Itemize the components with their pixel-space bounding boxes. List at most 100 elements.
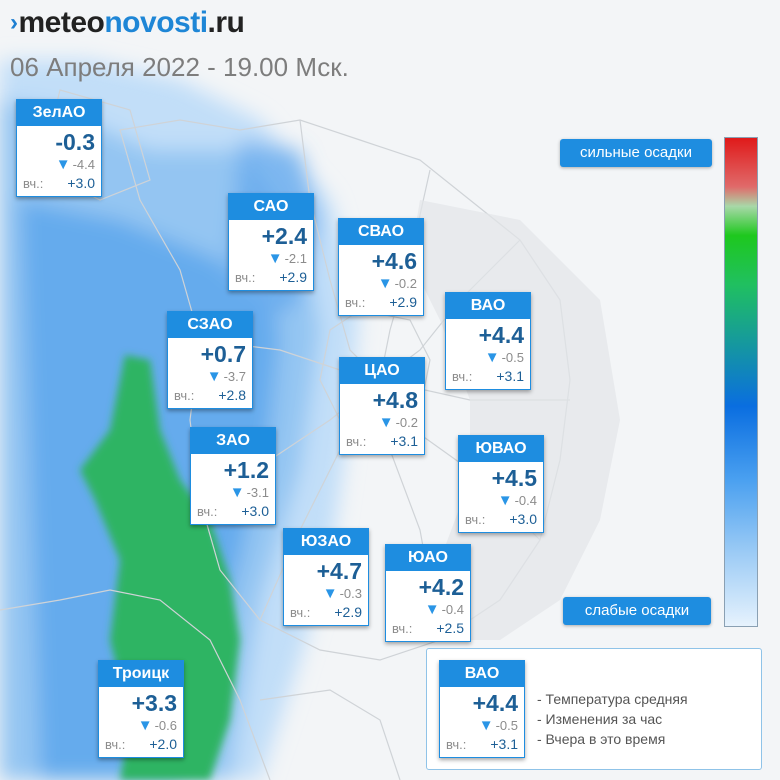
hourly-change: ▼ -0.4 — [425, 601, 464, 618]
yesterday-temperature: +3.0 — [67, 175, 95, 191]
site-logo[interactable]: ›meteonovosti.ru — [10, 6, 245, 40]
district-name: ЦАО — [340, 358, 424, 384]
yesterday-label: вч.: — [174, 388, 195, 403]
hourly-change: ▼ -2.1 — [268, 250, 307, 267]
hourly-change-value: -0.4 — [514, 493, 537, 508]
district-card-svao: СВАО +4.6 ▼ -0.2 вч.: +2.9 — [338, 218, 424, 316]
district-name: Троицк — [99, 661, 183, 687]
yesterday-label: вч.: — [446, 737, 467, 752]
logo-text-meteo: meteo — [18, 6, 105, 39]
down-triangle-icon: ▼ — [137, 717, 153, 734]
district-name: ВАО — [446, 293, 530, 319]
district-card-yuvao: ЮВАО +4.5 ▼ -0.4 вч.: +3.0 — [458, 435, 544, 533]
hourly-change: ▼ -0.6 — [138, 717, 177, 734]
average-temperature: +3.3 — [131, 690, 177, 716]
district-name: ЗелАО — [17, 100, 101, 126]
yesterday-label: вч.: — [235, 270, 256, 285]
district-card-yuao: ЮАО +4.2 ▼ -0.4 вч.: +2.5 — [385, 544, 471, 642]
legend-sample-card: ВАО +4.4 ▼ -0.5 вч.: +3.1 — [439, 660, 525, 758]
average-temperature: -0.3 — [55, 129, 95, 155]
average-temperature: +4.4 — [472, 690, 518, 716]
legend-line-hourly-change: - Изменения за час — [537, 711, 663, 727]
district-card-zelao: ЗелАО -0.3 ▼ -4.4 вч.: +3.0 — [16, 99, 102, 197]
district-name: СЗАО — [168, 312, 252, 338]
average-temperature: +4.4 — [478, 322, 524, 348]
logo-text-novosti: novosti — [104, 6, 208, 39]
hourly-change-value: -3.7 — [223, 369, 246, 384]
hourly-change-value: -0.6 — [154, 718, 177, 733]
down-triangle-icon: ▼ — [497, 492, 513, 509]
hourly-change: ▼ -0.2 — [379, 414, 418, 431]
district-name: ЮВАО — [459, 436, 543, 462]
average-temperature: +1.2 — [223, 457, 269, 483]
down-triangle-icon: ▼ — [267, 250, 283, 267]
down-triangle-icon: ▼ — [322, 585, 338, 602]
yesterday-label: вч.: — [465, 512, 486, 527]
hourly-change: ▼ -3.7 — [207, 368, 246, 385]
yesterday-label: вч.: — [197, 504, 218, 519]
district-card-yuzao: ЮЗАО +4.7 ▼ -0.3 вч.: +2.9 — [283, 528, 369, 626]
average-temperature: +4.7 — [316, 558, 362, 584]
hourly-change: ▼ -0.5 — [479, 717, 518, 734]
district-name: СВАО — [339, 219, 423, 245]
yesterday-label: вч.: — [452, 369, 473, 384]
average-temperature: +4.6 — [371, 248, 417, 274]
yesterday-temperature: +3.0 — [241, 503, 269, 519]
yesterday-temperature: +3.1 — [390, 433, 418, 449]
down-triangle-icon: ▼ — [55, 156, 71, 173]
hourly-change-value: -3.1 — [246, 485, 269, 500]
legend-line-average-temperature: - Температура средняя — [537, 691, 688, 707]
forecast-datetime: 06 Апреля 2022 - 19.00 Мск. — [10, 52, 349, 82]
yesterday-temperature: +2.9 — [279, 269, 307, 285]
yesterday-temperature: +2.0 — [149, 736, 177, 752]
yesterday-label: вч.: — [105, 737, 126, 752]
yesterday-label: вч.: — [392, 621, 413, 636]
yesterday-temperature: +2.5 — [436, 620, 464, 636]
hourly-change: ▼ -4.4 — [56, 156, 95, 173]
hourly-change-value: -0.5 — [495, 718, 518, 733]
hourly-change-value: -0.2 — [394, 276, 417, 291]
district-card-sao: САО +2.4 ▼ -2.1 вч.: +2.9 — [228, 193, 314, 291]
hourly-change: ▼ -0.5 — [485, 349, 524, 366]
yesterday-temperature: +2.9 — [334, 604, 362, 620]
district-name: ЮАО — [386, 545, 470, 571]
heavy-precipitation-label: сильные осадки — [560, 139, 712, 167]
down-triangle-icon: ▼ — [229, 484, 245, 501]
hourly-change: ▼ -0.2 — [378, 275, 417, 292]
down-triangle-icon: ▼ — [484, 349, 500, 366]
district-name: ЮЗАО — [284, 529, 368, 555]
average-temperature: +4.5 — [491, 465, 537, 491]
district-name: ВАО — [440, 661, 524, 687]
down-triangle-icon: ▼ — [478, 717, 494, 734]
hourly-change-value: -0.3 — [339, 586, 362, 601]
hourly-change-value: -0.4 — [441, 602, 464, 617]
down-triangle-icon: ▼ — [378, 414, 394, 431]
average-temperature: +4.2 — [418, 574, 464, 600]
district-card-vao: ВАО +4.4 ▼ -0.5 вч.: +3.1 — [445, 292, 531, 390]
hourly-change: ▼ -0.3 — [323, 585, 362, 602]
district-card-troitsk: Троицк +3.3 ▼ -0.6 вч.: +2.0 — [98, 660, 184, 758]
hourly-change-value: -0.2 — [395, 415, 418, 430]
yesterday-temperature: +3.1 — [490, 736, 518, 752]
down-triangle-icon: ▼ — [377, 275, 393, 292]
logo-text-ru: .ru — [207, 6, 245, 39]
logo-chevron-icon: › — [10, 9, 18, 36]
yesterday-temperature: +3.1 — [496, 368, 524, 384]
average-temperature: +4.8 — [372, 387, 418, 413]
hourly-change-value: -2.1 — [284, 251, 307, 266]
average-temperature: +0.7 — [200, 341, 246, 367]
hourly-change: ▼ -3.1 — [230, 484, 269, 501]
district-name: ЗАО — [191, 428, 275, 454]
district-name: САО — [229, 194, 313, 220]
yesterday-label: вч.: — [345, 295, 366, 310]
light-precipitation-label: слабые осадки — [563, 597, 711, 625]
legend-line-yesterday: - Вчера в это время — [537, 731, 666, 747]
hourly-change: ▼ -0.4 — [498, 492, 537, 509]
district-card-szao: СЗАО +0.7 ▼ -3.7 вч.: +2.8 — [167, 311, 253, 409]
yesterday-temperature: +2.9 — [389, 294, 417, 310]
yesterday-label: вч.: — [23, 176, 44, 191]
district-card-cao: ЦАО +4.8 ▼ -0.2 вч.: +3.1 — [339, 357, 425, 455]
legend-box: ВАО +4.4 ▼ -0.5 вч.: +3.1 - Температура с… — [426, 648, 762, 770]
precipitation-color-scale — [724, 137, 758, 627]
district-card-zao: ЗАО +1.2 ▼ -3.1 вч.: +3.0 — [190, 427, 276, 525]
